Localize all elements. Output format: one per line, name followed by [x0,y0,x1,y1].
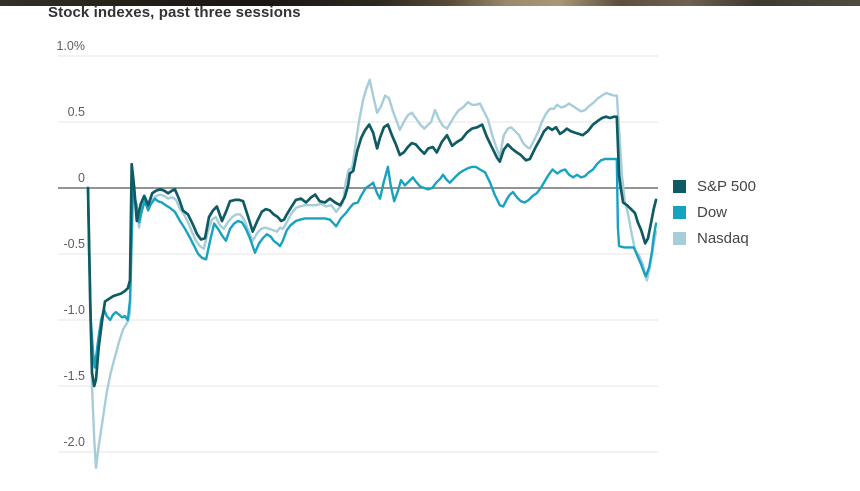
y-axis-tick-label: -0.5 [63,237,85,251]
legend-item-nasdaq: Nasdaq [673,230,756,256]
legend-item-sp500: S&P 500 [673,178,756,204]
nasdaq-swatch-icon [673,232,686,245]
sp500-line [86,115,658,388]
legend-label-dow: Dow [697,204,728,221]
chart-title: Stock indexes, past three sessions [48,4,301,21]
y-axis-tick-label: 1.0% [57,39,86,53]
background-photo-strip [0,0,860,6]
y-axis-tick-label: 0.5 [68,105,85,119]
legend-label-nasdaq: Nasdaq [697,230,749,247]
sp500-swatch-icon [673,180,686,193]
y-axis-tick-label: -1.0 [63,303,85,317]
y-axis-tick-label: 0 [78,171,85,185]
nasdaq-line [86,78,658,469]
y-axis-tick-label: -2.0 [63,435,85,449]
legend-item-dow: Dow [673,204,756,230]
y-axis-tick-label: -1.5 [63,369,85,383]
dow-swatch-icon [673,206,686,219]
chart-legend: S&P 500 Dow Nasdaq [673,178,756,256]
legend-label-sp500: S&P 500 [697,178,756,195]
dow-line [86,157,658,369]
